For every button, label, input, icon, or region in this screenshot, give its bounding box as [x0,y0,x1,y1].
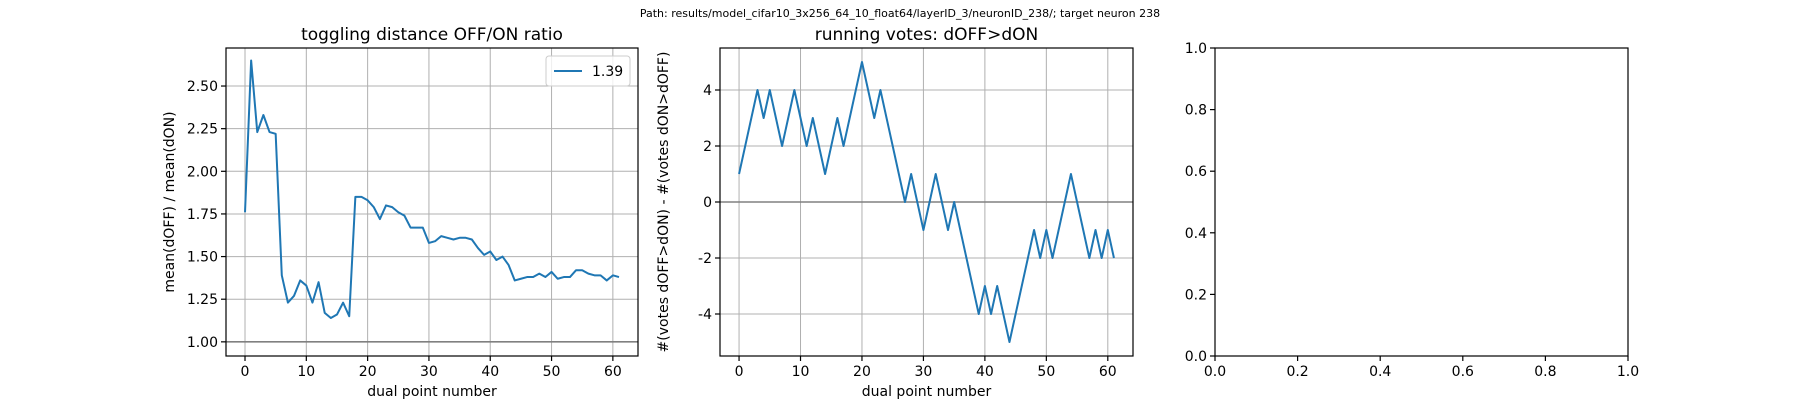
y-tick-label: 2.50 [187,79,218,95]
x-tick-label: 0.2 [1286,364,1308,380]
y-axis-label: mean(dOFF) / mean(dON) [162,111,178,292]
y-tick-label: 0.2 [1185,287,1207,303]
plot-area [1215,48,1628,356]
x-tick-label: 30 [915,364,933,380]
y-tick-label: 1.50 [187,250,218,266]
x-tick-label: 10 [297,364,315,380]
x-tick-label: 0.8 [1534,364,1556,380]
panel-empty-axes: 0.0 0.2 0.4 0.6 0.8 1.0 0.0 0.2 0.4 0.6 0.8 1.0 [1185,41,1639,380]
x-axis-label: dual point number [367,384,497,400]
y-tick-label: 0.6 [1185,164,1207,180]
y-tick-label: -4 [698,307,712,323]
y-tick-label: 1.75 [187,207,218,223]
x-tick-label: 40 [481,364,499,380]
legend-box [545,55,631,87]
x-tick-label: 10 [792,364,810,380]
legend: 1.39 [545,55,631,87]
series-line [738,61,1115,343]
x-tick-label: 20 [853,364,871,380]
x-tick-label: 20 [359,364,377,380]
axes-frame [225,47,639,357]
y-axis-label: #(votes dOFF>dON) - #(votes dON>dOFF) [656,52,672,353]
x-tick-label: 60 [604,364,622,380]
x-tick-label: 0.4 [1369,364,1391,380]
y-tick-label: 1.00 [187,335,218,351]
x-tick-label: 0 [241,364,250,380]
x-tick-label: 60 [1099,364,1117,380]
y-tick-label: 0.0 [1185,349,1207,365]
panel-toggling-distance-ratio: 0 10 20 30 40 50 60 1.00 1.25 1.50 1.75 2.00 2.25 2.5… [162,25,639,400]
y-tick-label: 1.0 [1185,41,1207,57]
x-tick-label: 0 [735,364,744,380]
y-tick-label: -2 [698,251,712,267]
panel-running-votes: 0 10 20 30 40 50 60 -4 -2 0 2 4 running votes: dOFF>… [656,25,1134,400]
y-tick-label: 2 [703,139,712,155]
x-tick-label: 0.6 [1452,364,1474,380]
axes-frame [1214,47,1629,357]
x-axis-label: dual point number [862,384,992,400]
y-tick-label: 4 [703,83,712,99]
series-line [244,59,620,319]
figure-suptitle: Path: results/model_cifar10_3x256_64_10_… [640,7,1160,20]
y-tick-label: 1.25 [187,292,218,308]
chart-title: running votes: dOFF>dON [815,25,1038,45]
x-tick-label: 1.0 [1617,364,1639,380]
y-tick-label: 2.25 [187,122,218,138]
plot-area [226,48,638,356]
legend-label: 1.39 [592,64,623,80]
y-tick-label: 0.8 [1185,103,1207,119]
x-tick-label: 50 [1037,364,1055,380]
chart-title: toggling distance OFF/ON ratio [301,25,563,45]
y-tick-label: 0.4 [1185,226,1207,242]
x-tick-label: 30 [420,364,438,380]
x-tick-label: 40 [976,364,994,380]
y-tick-label: 2.00 [187,164,218,180]
y-tick-label: 0 [703,195,712,211]
x-tick-label: 0.0 [1204,364,1226,380]
x-tick-label: 50 [543,364,561,380]
